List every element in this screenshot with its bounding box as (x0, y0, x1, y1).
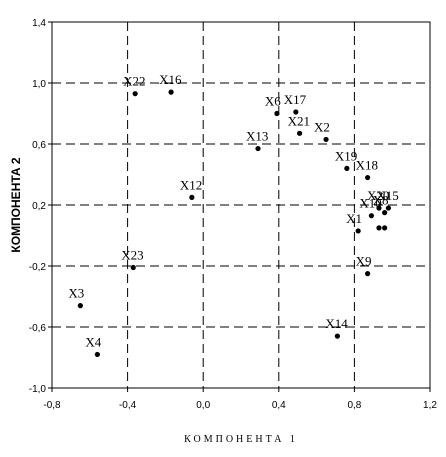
point (334, 333, 340, 339)
point-label: X14 (325, 316, 348, 331)
point (168, 89, 174, 95)
point (255, 145, 261, 152)
point (94, 351, 100, 358)
point (130, 264, 136, 271)
y-tick-label: 1,4 (32, 18, 46, 29)
point-label: X3 (68, 286, 84, 301)
point (382, 210, 388, 216)
point-label: X12 (180, 177, 202, 192)
y-axis-title: КОМПОНЕНТА 2 (9, 157, 23, 253)
point-label: X20 (367, 188, 389, 203)
point (365, 271, 371, 277)
y-tick-label: -0,6 (29, 323, 47, 334)
point (274, 110, 280, 117)
x-tick-label: 0,4 (272, 400, 286, 411)
point (355, 228, 361, 234)
point (376, 225, 382, 231)
point-label: X16 (159, 72, 182, 87)
x-tick-label: 1,2 (423, 400, 437, 411)
x-tick-label: 0,8 (347, 400, 361, 411)
y-tick-label: 0,2 (32, 201, 46, 212)
point-label: X13 (246, 129, 268, 144)
y-tick-label: 0,6 (32, 140, 46, 151)
point (132, 91, 138, 97)
point (293, 109, 299, 115)
point (365, 174, 371, 181)
point-label: X22 (123, 74, 145, 89)
point-label: X2 (314, 119, 330, 134)
point (385, 205, 392, 211)
point-label: X1 (346, 211, 362, 226)
point-label: X15 (376, 188, 398, 203)
point-label: X21 (288, 113, 310, 128)
point (77, 303, 83, 309)
point (189, 194, 195, 200)
point-label: X10 (359, 196, 381, 211)
y-tick-label: -0,2 (29, 262, 47, 273)
point-label: X18 (356, 158, 378, 173)
point-label: X9 (356, 254, 372, 269)
x-tick-label: 0,0 (196, 400, 210, 411)
point-label: X23 (121, 248, 143, 263)
point (376, 205, 382, 211)
point-label: X8 (373, 193, 389, 208)
x-tick-label: -0,8 (43, 400, 61, 411)
y-tick-label: 1,0 (32, 79, 46, 90)
point (296, 130, 303, 136)
x-axis-title: КОМПОНЕНТА 1 (184, 434, 298, 445)
point (368, 213, 375, 219)
point (344, 165, 350, 171)
point (382, 225, 388, 231)
point-label: X6 (265, 94, 281, 109)
x-tick-label: -0,4 (119, 400, 137, 411)
point (323, 136, 329, 143)
point-label: X19 (335, 148, 357, 163)
point-label: X4 (85, 334, 101, 349)
y-tick-label: -1,0 (29, 384, 47, 395)
point-label: X17 (284, 92, 307, 107)
